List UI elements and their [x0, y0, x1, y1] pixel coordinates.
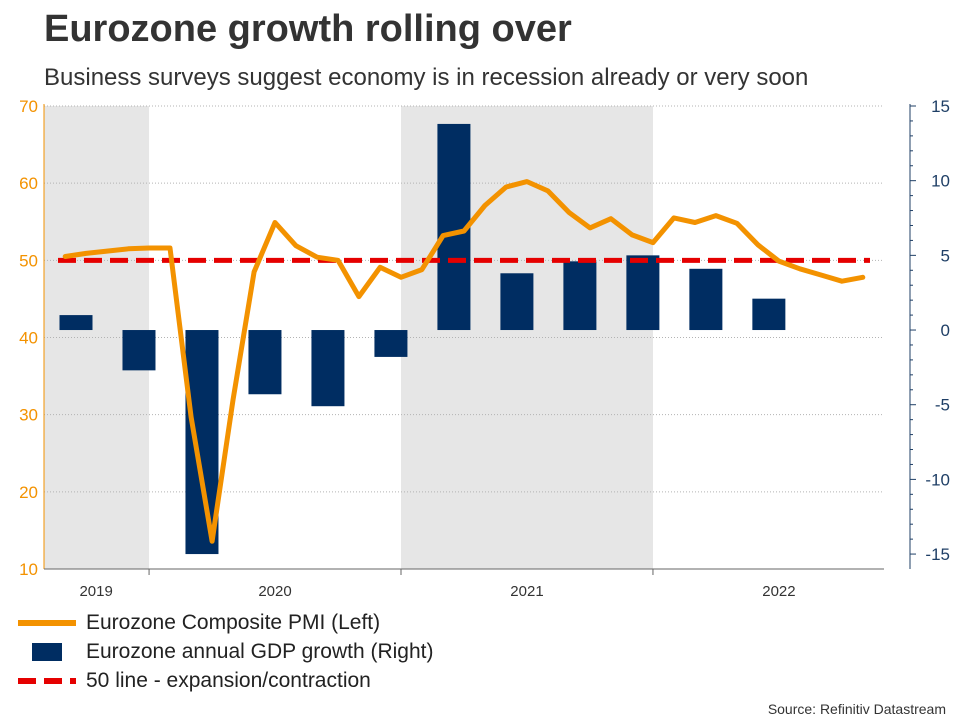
- left-tick-label: 40: [19, 329, 38, 348]
- right-tick-label: -10: [925, 470, 950, 489]
- x-tick-label-2021: 2021: [510, 583, 543, 600]
- legend-item-pmi: Eurozone Composite PMI (Left): [18, 608, 433, 637]
- chart-title: Eurozone growth rolling over: [44, 8, 572, 50]
- pmi-series-line: [62, 179, 866, 544]
- left-tick-label: 10: [19, 560, 38, 579]
- gdp-bar-10: [689, 268, 723, 331]
- x-tick-label-2019: 2019: [79, 583, 112, 600]
- right-tick-label: 10: [931, 172, 950, 191]
- left-tick-label: 60: [19, 174, 38, 193]
- orange-line-icon: [18, 613, 76, 633]
- gdp-bar-1: [122, 330, 156, 371]
- gdp-bar-7: [500, 273, 534, 331]
- x-tick-label-2020: 2020: [258, 583, 291, 600]
- x-tick-label-2022: 2022: [762, 583, 795, 600]
- gdp-bar-2: [185, 330, 219, 555]
- gdp-bars: [59, 123, 786, 555]
- red-dashed-line-icon: [18, 671, 76, 691]
- legend-label-pmi: Eurozone Composite PMI (Left): [86, 610, 381, 634]
- gdp-bar-0: [59, 315, 93, 331]
- left-tick-label: 70: [19, 97, 38, 116]
- right-tick-label: -5: [935, 396, 950, 415]
- gdp-bar-9: [626, 255, 660, 331]
- gdp-bar-11: [752, 298, 786, 331]
- legend-item-fifty-line: 50 line - expansion/contraction: [18, 666, 433, 695]
- left-tick-label: 50: [19, 251, 38, 270]
- right-tick-label: 0: [941, 321, 950, 340]
- gdp-bar-3: [248, 330, 282, 395]
- chart-subtitle: Business surveys suggest economy is in r…: [44, 64, 809, 91]
- gdp-bar-4: [311, 330, 345, 407]
- right-tick-label: 5: [941, 246, 950, 265]
- left-tick-label: 30: [19, 406, 38, 425]
- left-tick-label: 20: [19, 483, 38, 502]
- right-tick-label: 15: [931, 97, 950, 116]
- navy-bar-icon: [18, 642, 76, 662]
- gdp-bar-8: [563, 261, 597, 331]
- legend-label-fifty-line: 50 line - expansion/contraction: [86, 668, 371, 692]
- pmi-line: [62, 179, 866, 544]
- legend-label-gdp: Eurozone annual GDP growth (Right): [86, 639, 434, 663]
- legend-item-gdp: Eurozone annual GDP growth (Right): [18, 637, 433, 666]
- right-tick-label: -15: [925, 545, 950, 564]
- gdp-bar-5: [374, 330, 408, 357]
- legend: Eurozone Composite PMI (Left) Eurozone a…: [18, 608, 433, 695]
- source-note: Source: Refinitiv Datastream: [767, 701, 946, 717]
